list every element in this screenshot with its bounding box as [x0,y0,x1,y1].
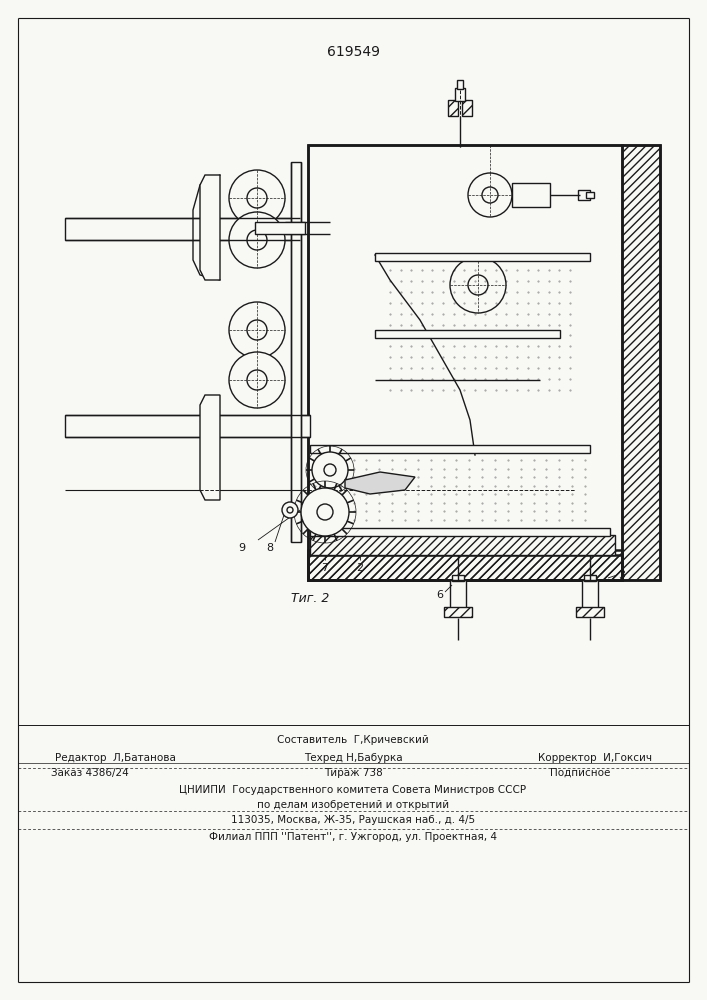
Text: 2: 2 [356,563,363,573]
Text: по делам изобретений и открытий: по делам изобретений и открытий [257,800,449,810]
Bar [308,555,622,580]
Bar [444,607,472,617]
Circle shape [312,452,348,488]
Bar [310,535,615,555]
Bar [448,100,458,116]
Bar [462,100,472,116]
Text: 9: 9 [238,543,245,553]
Bar [308,145,622,580]
Bar [576,607,604,617]
Bar [375,253,590,261]
Bar [452,575,464,581]
Text: Редактор  Л,Батанова: Редактор Л,Батанова [54,753,175,763]
Circle shape [229,170,285,226]
Bar [255,222,305,234]
Bar [308,550,622,580]
Circle shape [229,212,285,268]
Bar [291,420,301,442]
Bar [444,607,472,617]
Text: Подписное: Подписное [550,768,610,778]
Bar [308,145,660,580]
Bar [310,535,615,555]
Text: Техред Н,Бабурка: Техред Н,Бабурка [304,753,402,763]
Bar [375,330,560,338]
Text: 3: 3 [619,570,626,580]
Circle shape [324,464,336,476]
Bar [448,100,458,116]
Text: 619549: 619549 [327,45,380,59]
Bar [291,162,301,542]
Circle shape [247,370,267,390]
Text: Заказ 4386/24: Заказ 4386/24 [51,768,129,778]
Circle shape [301,488,349,536]
Circle shape [229,302,285,358]
Bar [512,183,550,207]
Circle shape [317,504,333,520]
Text: 113035, Москва, Ж-35, Раушская наб., д. 4/5: 113035, Москва, Ж-35, Раушская наб., д. … [231,815,475,825]
Circle shape [247,188,267,208]
Text: Филиал ППП ''Патент'', г. Ужгород, ул. Проектная, 4: Филиал ППП ''Патент'', г. Ужгород, ул. П… [209,832,497,842]
Text: ЦНИИПИ  Государственного комитета Совета Министров СССР: ЦНИИПИ Государственного комитета Совета … [180,785,527,795]
Text: Тираж 738: Тираж 738 [324,768,382,778]
Bar [462,100,472,116]
Bar [310,445,590,453]
Bar [622,145,660,580]
Circle shape [287,507,293,513]
Bar [622,145,660,580]
Polygon shape [310,455,590,525]
Bar [584,575,596,581]
Text: Τиг. 2: Τиг. 2 [291,591,329,604]
Text: 8: 8 [267,543,274,553]
Text: 6: 6 [436,590,443,600]
Bar [291,228,301,250]
Bar [457,80,463,89]
Bar [308,550,622,580]
Text: Составитель  Г,Кричевский: Составитель Г,Кричевский [277,735,429,745]
Circle shape [247,320,267,340]
Circle shape [247,230,267,250]
Text: 7: 7 [322,563,329,573]
Polygon shape [200,175,220,280]
Bar [308,555,622,580]
Bar [65,415,310,437]
Circle shape [282,502,298,518]
Polygon shape [385,265,575,395]
Polygon shape [200,395,220,500]
Bar [586,192,594,198]
Bar [260,222,300,234]
Bar [578,190,590,200]
Circle shape [229,352,285,408]
Bar [576,607,604,617]
Text: Корректор  И,Гоксич: Корректор И,Гоксич [538,753,652,763]
Bar [450,580,466,608]
Bar [455,88,465,101]
Bar [65,218,300,240]
Polygon shape [345,472,415,494]
Bar [310,528,610,536]
Bar [582,580,598,608]
